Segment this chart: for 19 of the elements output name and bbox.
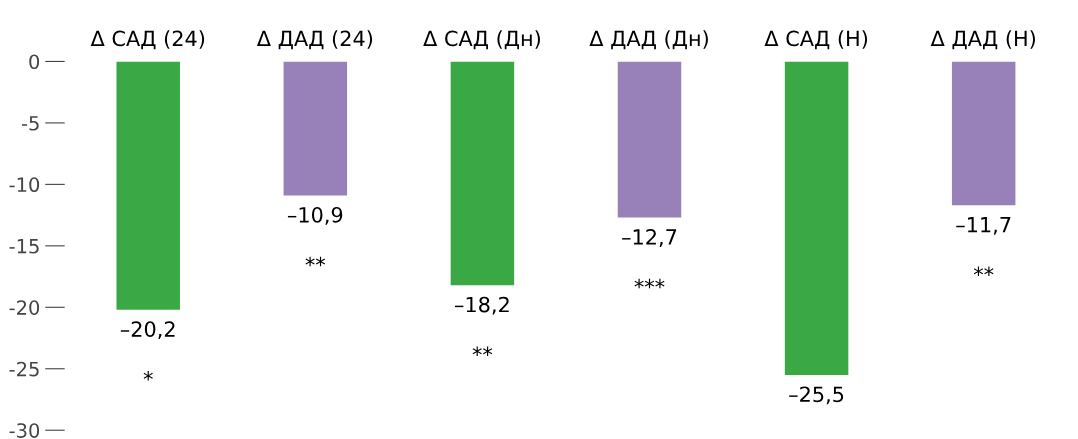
y-tick-label: -25	[9, 361, 39, 377]
data-label: –25,5	[789, 386, 844, 405]
x-tick-label: Δ ДАД (Н)	[930, 30, 1035, 50]
y-tick-label: -20	[9, 300, 40, 315]
x-tick-label: Δ ДАД (Дн)	[589, 30, 708, 50]
text: –11,7 **	[956, 217, 1011, 277]
x-tick-label: Δ САД (Дн)	[423, 30, 540, 50]
x-tick-label: Δ САД (24)	[90, 30, 205, 50]
x-tick-label: Δ САД (Н)	[764, 30, 868, 50]
y-tick-label: -5	[21, 116, 39, 131]
text: –10,9 **	[287, 206, 343, 267]
y-tick-label: -15	[9, 239, 39, 254]
y-tick-label: 0	[29, 54, 40, 70]
y-tick-label: -10	[9, 177, 40, 193]
x-tick-label: Δ ДАД (24)	[256, 30, 373, 50]
text: –20,2 *	[120, 321, 175, 381]
y-tick-label: -30	[9, 423, 40, 438]
text: –18,2 **	[455, 296, 509, 356]
text: –12,7 ***	[622, 229, 677, 289]
